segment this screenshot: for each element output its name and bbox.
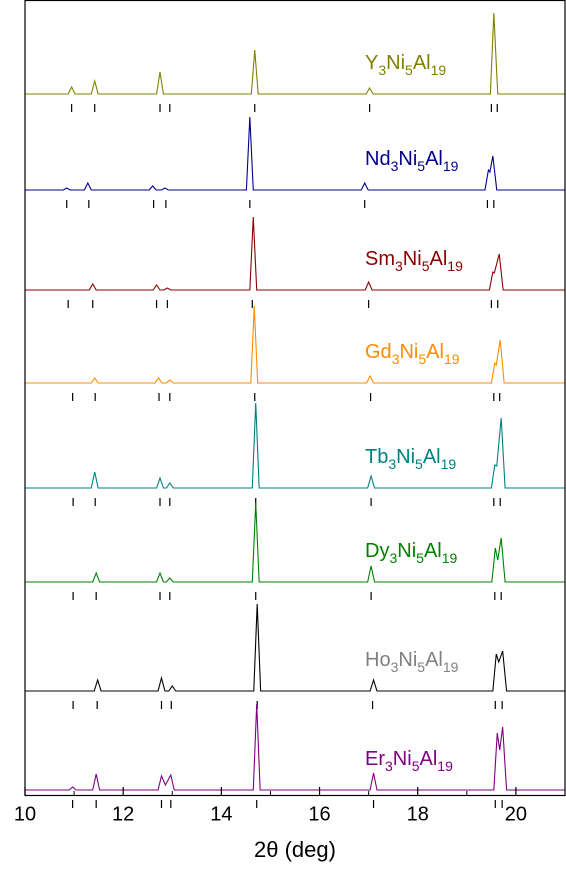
x-tick-label: 12: [112, 803, 134, 825]
plot-frame: [24, 0, 566, 797]
pattern-line: [25, 305, 565, 384]
pattern-line: [25, 116, 565, 191]
series-label: Tb3Ni5Al19: [365, 446, 456, 471]
pattern-line: [25, 216, 565, 291]
pattern-line: [25, 603, 565, 692]
x-tick-label: 16: [308, 803, 330, 825]
series-label: Gd3Ni5Al19: [365, 341, 460, 366]
series-label: Sm3Ni5Al19: [365, 248, 463, 273]
pattern-line: [25, 502, 565, 583]
pattern-line: [25, 402, 565, 489]
series-label: Ho3Ni5Al19: [365, 649, 459, 674]
x-tick-label: 18: [407, 803, 429, 825]
series-label: Nd3Ni5Al19: [365, 148, 459, 173]
series-label: Y3Ni5Al19: [365, 52, 446, 77]
pattern-line: [25, 703, 565, 791]
series-label: Dy3Ni5Al19: [365, 540, 458, 565]
pattern-line: [25, 12, 565, 95]
x-tick-label: 10: [14, 803, 36, 825]
series-label: Er3Ni5Al19: [365, 748, 453, 773]
x-axis-label: 2θ (deg): [254, 837, 336, 862]
x-tick-label: 20: [505, 803, 527, 825]
x-tick-label: 14: [210, 803, 232, 825]
